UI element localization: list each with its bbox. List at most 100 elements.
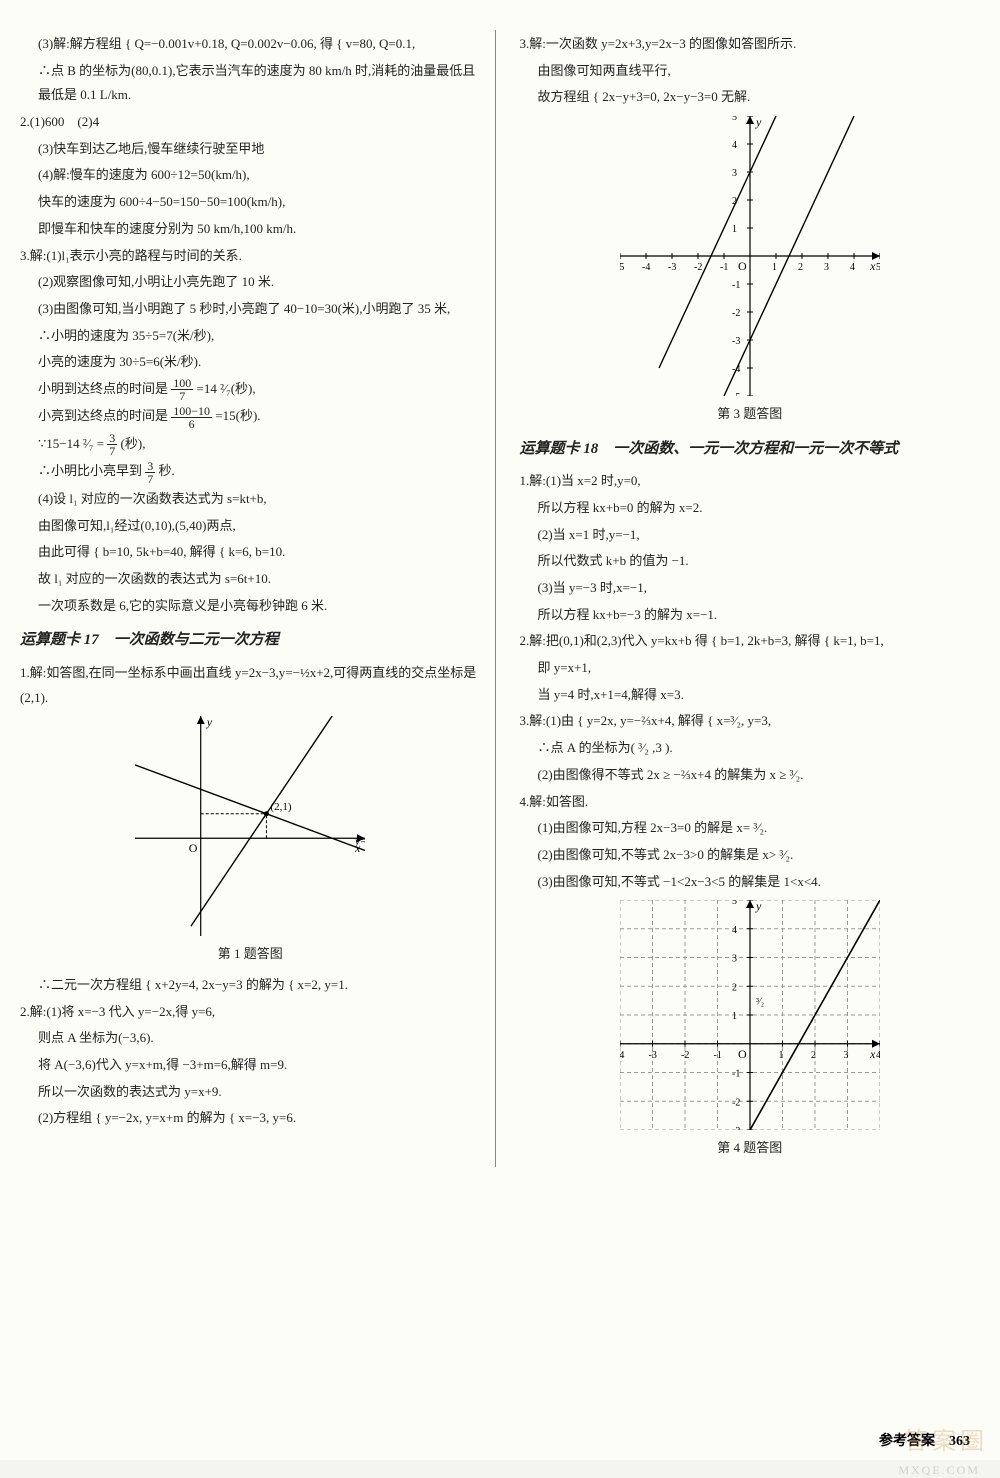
text: 故方程组 { 2x−y+3=0, 2x−y−3=0 无解. <box>520 85 981 110</box>
text: 所以代数式 k+b 的值为 −1. <box>520 549 981 574</box>
text: 2.解:把(0,1)和(2,3)代入 y=kx+b 得 { b=1, 2k+b=… <box>520 629 981 654</box>
left-column: (3)解:解方程组 { Q=−0.001v+0.18, Q=0.002v−0.0… <box>20 30 496 1167</box>
text: 由图像可知两直线平行, <box>520 59 981 84</box>
svg-text:3: 3 <box>732 954 737 965</box>
svg-text:y: y <box>755 116 762 129</box>
svg-text:-3: -3 <box>732 1126 740 1130</box>
svg-text:-5: -5 <box>620 262 624 273</box>
svg-text:-1: -1 <box>732 280 740 291</box>
text: (1)由图像可知,方程 2x−3=0 的解是 x= ³⁄₂. <box>520 816 981 841</box>
graph-4-caption: 第 4 题答图 <box>520 1136 981 1161</box>
graph-4: xyO-4-3-2-11234-3-2-112345³⁄₂ <box>520 900 981 1130</box>
section-title-18: 运算题卡 18 一次函数、一元一次方程和一元一次不等式 <box>520 435 981 464</box>
text: 3.解:一次函数 y=2x+3,y=2x−3 的图像如答图所示. <box>520 32 981 57</box>
svg-text:-1: -1 <box>720 262 728 273</box>
svg-text:-1: -1 <box>713 1050 721 1061</box>
svg-text:3: 3 <box>843 1050 848 1061</box>
text: 快车的速度为 600÷4−50=150−50=100(km/h), <box>20 190 481 215</box>
text: (2)由图像可知,不等式 2x−3>0 的解集是 x> ³⁄₂. <box>520 843 981 868</box>
svg-text:4: 4 <box>732 140 737 151</box>
text: 所以方程 kx+b=0 的解为 x=2. <box>520 496 981 521</box>
text: 即 y=x+1, <box>520 656 981 681</box>
svg-text:1: 1 <box>732 1011 737 1022</box>
text: 3.解:(1)l₁表示小亮的路程与时间的关系. <box>20 244 481 269</box>
text: (4)设 l₁ 对应的一次函数表达式为 s=kt+b, <box>20 487 481 512</box>
graph-1-caption: 第 1 题答图 <box>20 942 481 967</box>
svg-text:(2,1): (2,1) <box>271 801 292 813</box>
text: ∵15−14 ²⁄₇ = 37 (秒), <box>20 432 481 458</box>
text: 2.解:(1)将 x=−3 代入 y=−2x,得 y=6, <box>20 1000 481 1025</box>
text: 3.解:(1)由 { y=2x, y=−⅔x+4, 解得 { x=³⁄₂, y=… <box>520 709 981 734</box>
text: (3)由图像可知,不等式 −1<2x−3<5 的解集是 1<x<4. <box>520 870 981 895</box>
svg-text:-4: -4 <box>642 262 650 273</box>
section-title-17: 运算题卡 17 一次函数与二元一次方程 <box>20 626 481 655</box>
svg-text:-2: -2 <box>732 308 740 319</box>
svg-text:5: 5 <box>876 262 880 273</box>
text: (2)观察图像可知,小明让小亮先跑了 10 米. <box>20 270 481 295</box>
svg-text:3: 3 <box>824 262 829 273</box>
text: 由此可得 { b=10, 5k+b=40, 解得 { k=6, b=10. <box>20 540 481 565</box>
svg-text:x: x <box>869 1047 876 1061</box>
svg-text:-3: -3 <box>732 336 740 347</box>
text: 所以方程 kx+b=−3 的解为 x=−1. <box>520 603 981 628</box>
text: 由图像可知,l₁经过(0,10),(5,40)两点, <box>20 514 481 539</box>
svg-text:-2: -2 <box>694 262 702 273</box>
svg-text:x: x <box>869 259 876 273</box>
text: 故 l₁ 对应的一次函数的表达式为 s=6t+10. <box>20 567 481 592</box>
text: 所以一次函数的表达式为 y=x+9. <box>20 1080 481 1105</box>
text: ∴小明的速度为 35÷5=7(米/秒), <box>20 324 481 349</box>
svg-text:O: O <box>738 1047 747 1061</box>
text: (3)解:解方程组 { Q=−0.001v+0.18, Q=0.002v−0.0… <box>20 32 481 57</box>
svg-text:y: y <box>755 900 762 913</box>
svg-text:1: 1 <box>732 224 737 235</box>
svg-text:3: 3 <box>732 168 737 179</box>
text: 则点 A 坐标为(−3,6). <box>20 1026 481 1051</box>
text: (2)由图像得不等式 2x ≥ −⅔x+4 的解集为 x ≥ ³⁄₂. <box>520 763 981 788</box>
svg-text:-2: -2 <box>681 1050 689 1061</box>
svg-text:1: 1 <box>778 1050 783 1061</box>
text: 4.解:如答图. <box>520 790 981 815</box>
svg-text:4: 4 <box>850 262 855 273</box>
svg-text:-3: -3 <box>668 262 676 273</box>
text: (3)当 y=−3 时,x=−1, <box>520 576 981 601</box>
text: ∴点 A 的坐标为( ³⁄₂ ,3 ). <box>520 736 981 761</box>
text: (3)由图像可知,当小明跑了 5 秒时,小亮跑了 40−10=30(米),小明跑… <box>20 297 481 322</box>
svg-text:5: 5 <box>732 900 737 907</box>
svg-text:4: 4 <box>876 1050 880 1061</box>
svg-text:O: O <box>189 842 198 856</box>
svg-text:2: 2 <box>798 262 803 273</box>
svg-text:5: 5 <box>732 116 737 123</box>
text: 小亮的速度为 30÷5=6(米/秒). <box>20 350 481 375</box>
text: 小亮到达终点的时间是 100−106 =15(秒). <box>20 404 481 430</box>
text: 即慢车和快车的速度分别为 50 km/h,100 km/h. <box>20 217 481 242</box>
text: 当 y=4 时,x+1=4,解得 x=3. <box>520 683 981 708</box>
page-footer: 参考答案 363 <box>879 1430 970 1450</box>
svg-text:-4: -4 <box>620 1050 624 1061</box>
graph-3: xyO-5-4-3-2-112345-5-4-3-2-112345y=2x+3y… <box>520 116 981 396</box>
graph-3-caption: 第 3 题答图 <box>520 402 981 427</box>
text: (2)方程组 { y=−2x, y=x+m 的解为 { x=−3, y=6. <box>20 1106 481 1131</box>
text: 2.(1)600 (2)4 <box>20 110 481 135</box>
svg-text:-3: -3 <box>648 1050 656 1061</box>
text: ∴点 B 的坐标为(80,0.1),它表示当汽车的速度为 80 km/h 时,消… <box>20 59 481 108</box>
right-column: 3.解:一次函数 y=2x+3,y=2x−3 的图像如答图所示. 由图像可知两直… <box>506 30 981 1167</box>
svg-text:y=−½x+2: y=−½x+2 <box>354 836 365 848</box>
svg-text:4: 4 <box>732 925 737 936</box>
svg-text:y: y <box>206 716 213 729</box>
svg-text:-5: -5 <box>732 392 740 396</box>
text: ∴二元一次方程组 { x+2y=4, 2x−y=3 的解为 { x=2, y=1… <box>20 973 481 998</box>
svg-text:-2: -2 <box>732 1098 740 1109</box>
svg-text:-1: -1 <box>732 1069 740 1080</box>
graph-1: xyOy=2x−3y=−½x+2(2,1) <box>20 716 481 936</box>
text: 将 A(−3,6)代入 y=x+m,得 −3+m=6,解得 m=9. <box>20 1053 481 1078</box>
text: 1.解:如答图,在同一坐标系中画出直线 y=2x−3,y=−½x+2,可得两直线… <box>20 661 481 710</box>
text: 一次项系数是 6,它的实际意义是小亮每秒钟跑 6 米. <box>20 594 481 619</box>
svg-text:1: 1 <box>772 262 777 273</box>
text: ∴小明比小亮早到 37 秒. <box>20 459 481 485</box>
text: (4)解:慢车的速度为 600÷12=50(km/h), <box>20 163 481 188</box>
svg-text:2: 2 <box>732 983 737 994</box>
text: (2)当 x=1 时,y=−1, <box>520 523 981 548</box>
svg-text:³⁄₂: ³⁄₂ <box>756 997 764 1008</box>
text: 小明到达终点的时间是 1007 =14 ²⁄₇(秒), <box>20 377 481 403</box>
text: (3)快车到达乙地后,慢车继续行驶至甲地 <box>20 137 481 162</box>
